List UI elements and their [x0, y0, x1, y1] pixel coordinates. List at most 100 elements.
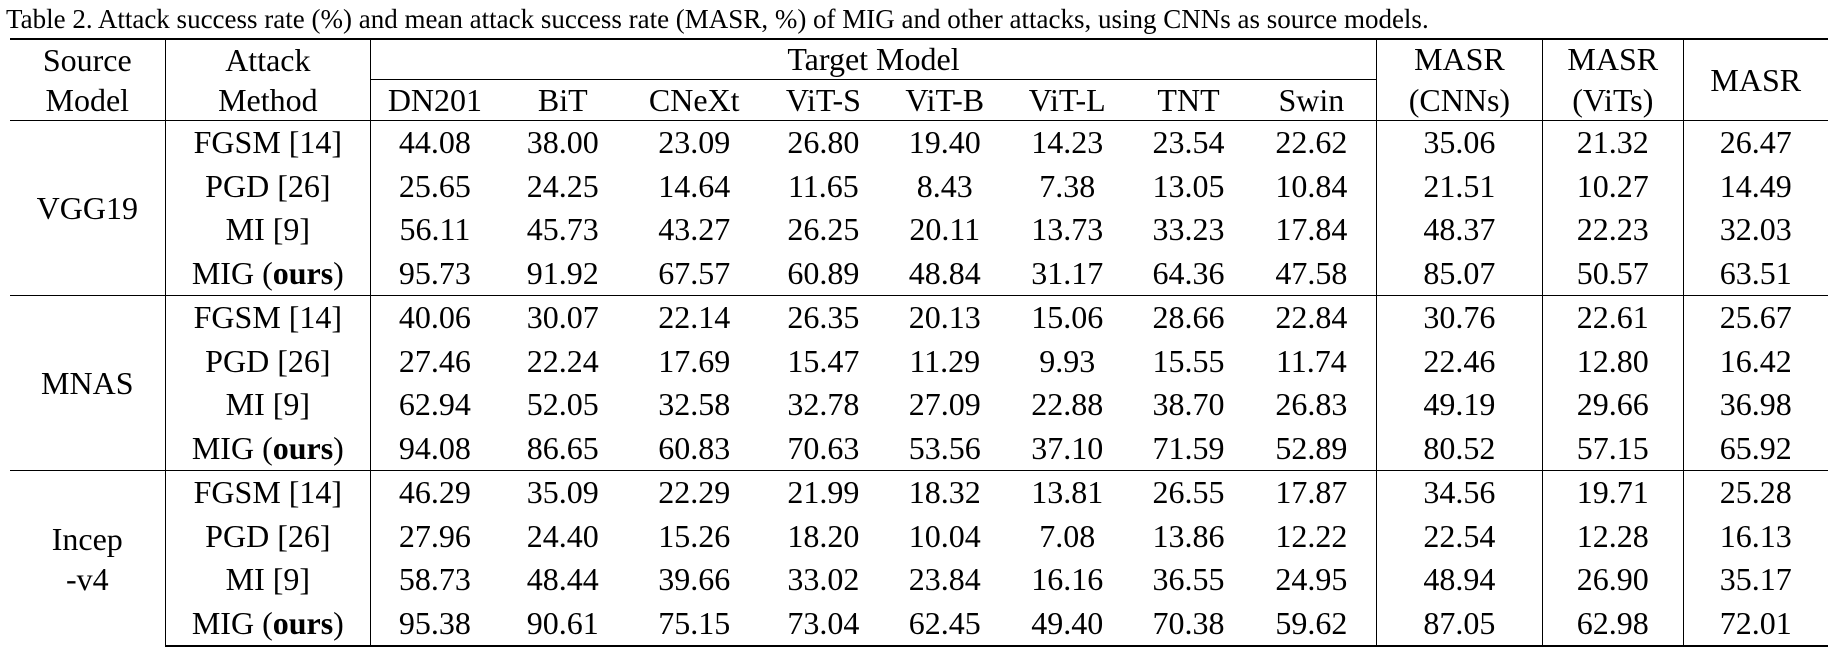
masr-vits-header-line1: MASR — [1542, 38, 1684, 80]
attack-method-cell: FGSM [14] — [165, 295, 372, 340]
table-row: MNAS FGSM [14] 40.06 30.07 22.14 26.35 20.13 15… — [10, 295, 1828, 471]
target-header: TNT — [1157, 82, 1220, 118]
masr-cell: 16.13 — [1719, 517, 1792, 554]
table-row: MI [9] 62.94 52.05 32.58 32.78 27.09 22.88 38.7… — [10, 383, 1828, 427]
asr-value-cell: 26.80 — [761, 120, 886, 165]
table-row: MIG (ours) 95.73 91.92 67.57 60.89 48.84 31.17… — [10, 251, 1828, 296]
masr-vits-cell: 22.23 — [1542, 208, 1684, 252]
attack-method-name: PGD [26] — [205, 342, 331, 379]
masr-vits-cell: 19.71 — [1542, 470, 1684, 515]
asr-value-cell: 26.83 — [1246, 383, 1377, 427]
asr-value-cell: 27.96 — [398, 517, 471, 554]
target-header: Swin — [1246, 79, 1377, 121]
attack-header-line1: Attack — [225, 42, 311, 78]
asr-value-cell: 24.25 — [526, 167, 599, 204]
source-model-name: Incep — [51, 520, 123, 557]
asr-value-cell: 62.94 — [398, 386, 471, 423]
asr-value-cell: 33.02 — [787, 561, 860, 598]
asr-value-cell: 27.09 — [908, 386, 981, 423]
asr-value-cell: 26.25 — [787, 211, 860, 248]
asr-value-cell: 44.08 — [370, 120, 499, 165]
attack-method-name: MI [9] — [225, 211, 311, 248]
asr-value-cell: 52.89 — [1246, 426, 1377, 471]
source-model-name-line2: -v4 — [65, 560, 109, 597]
asr-value-cell: 23.09 — [626, 120, 762, 165]
attack-method-name: PGD [26] — [205, 167, 331, 204]
masr-vits-cell: 21.32 — [1542, 120, 1684, 165]
attack-method-cell: FGSM [14] — [165, 120, 372, 165]
asr-value-cell: 70.38 — [1130, 601, 1247, 647]
masr-vits-cell: 22.61 — [1542, 295, 1684, 340]
asr-value-cell: 13.81 — [1004, 470, 1131, 515]
asr-value-cell: 11.29 — [909, 342, 981, 379]
masr-cnns-cell: 48.37 — [1376, 208, 1544, 252]
masr-cell: 25.28 — [1683, 470, 1828, 515]
asr-value-cell: 13.05 — [1152, 167, 1225, 204]
asr-value-cell: 38.00 — [498, 120, 627, 165]
asr-value-cell: 17.87 — [1246, 470, 1377, 515]
masr-cnns-header-line1: MASR — [1376, 38, 1544, 80]
asr-value-cell: 36.55 — [1152, 561, 1225, 598]
attack-method-cell: FGSM [14] — [165, 470, 372, 515]
asr-value-cell: 20.11 — [909, 211, 981, 248]
masr-cnns-cell: 22.46 — [1376, 339, 1544, 383]
asr-value-cell: 10.84 — [1246, 164, 1377, 208]
attack-method-cell: MI [9] — [165, 383, 372, 427]
table-row: Incep -v4 FGSM [14] 46.29 35.09 22.29 21.99 18.… — [10, 470, 1828, 646]
asr-value-cell: 33.23 — [1152, 211, 1225, 248]
asr-value-cell: 17.84 — [1246, 208, 1377, 252]
masr-cnns-cell: 85.07 — [1376, 251, 1544, 296]
masr-cnns-header-line2: (CNNs) — [1376, 79, 1544, 121]
asr-value-cell: 94.08 — [398, 429, 471, 466]
table-body: VGG19 FGSM [14] 44.08 38.00 23.09 26.80 19.40 1… — [10, 120, 1828, 647]
target-model-header: Target Model — [370, 38, 1377, 80]
masr-vits-cell: 26.90 — [1542, 558, 1684, 602]
table-row: MI [9] 58.73 48.44 39.66 33.02 23.84 16.16 36.5… — [10, 558, 1828, 602]
masr-cnns-cell: 48.94 — [1376, 558, 1544, 602]
asr-value-cell: 26.35 — [761, 295, 886, 340]
asr-value-cell: 75.15 — [626, 601, 762, 647]
masr-cnns-cell: 30.76 — [1376, 295, 1544, 340]
asr-value-cell: 60.83 — [658, 429, 731, 466]
asr-value-cell: 48.44 — [526, 561, 599, 598]
asr-value-cell: 46.29 — [370, 470, 499, 515]
masr-cell: 25.67 — [1683, 295, 1828, 340]
attack-method-name: MIG ( — [191, 429, 273, 466]
attack-method-suffix: ) — [333, 604, 344, 641]
asr-value-cell: 28.66 — [1130, 295, 1247, 340]
attack-method-cell: MI [9] — [165, 558, 372, 602]
source-model-cell: MNAS — [10, 295, 166, 471]
attack-method-name: MIG ( — [191, 604, 273, 641]
asr-value-cell: 16.16 — [1031, 561, 1104, 598]
attack-method-name: MI [9] — [225, 561, 311, 598]
attack-method-name: PGD [26] — [205, 517, 331, 554]
attack-method-cell: MIG (ours) — [165, 251, 372, 296]
asr-value-cell: 43.27 — [658, 211, 731, 248]
attack-method-name: FGSM [14] — [193, 299, 343, 336]
asr-value-cell: 22.88 — [1031, 386, 1104, 423]
asr-value-cell: 59.62 — [1246, 601, 1377, 647]
asr-value-cell: 13.73 — [1031, 211, 1104, 248]
table-caption: Table 2. Attack success rate (%) and mea… — [6, 4, 1429, 34]
asr-value-cell: 64.36 — [1152, 254, 1225, 291]
attack-method-name: MI [9] — [225, 386, 311, 423]
asr-value-cell: 60.89 — [787, 254, 860, 291]
attack-method-cell: PGD [26] — [165, 164, 372, 208]
asr-value-cell: 95.73 — [398, 254, 471, 291]
asr-value-cell: 62.45 — [885, 601, 1005, 647]
source-model-header: Source Model — [10, 38, 166, 121]
asr-value-cell: 26.55 — [1130, 470, 1247, 515]
asr-value-cell: 23.84 — [908, 561, 981, 598]
attack-header-line2: Method — [218, 82, 318, 118]
asr-value-cell: 39.66 — [658, 561, 731, 598]
asr-value-cell: 15.06 — [1004, 295, 1131, 340]
attack-method-name: MIG ( — [191, 254, 273, 291]
asr-value-cell: 14.64 — [658, 167, 731, 204]
asr-value-cell: 95.38 — [370, 601, 499, 647]
asr-value-cell: 23.54 — [1130, 120, 1247, 165]
masr-vits-cell: 29.66 — [1542, 383, 1684, 427]
attack-method-suffix: ) — [333, 429, 344, 466]
asr-value-cell: 27.46 — [398, 342, 471, 379]
ours-label: ours — [272, 604, 334, 641]
